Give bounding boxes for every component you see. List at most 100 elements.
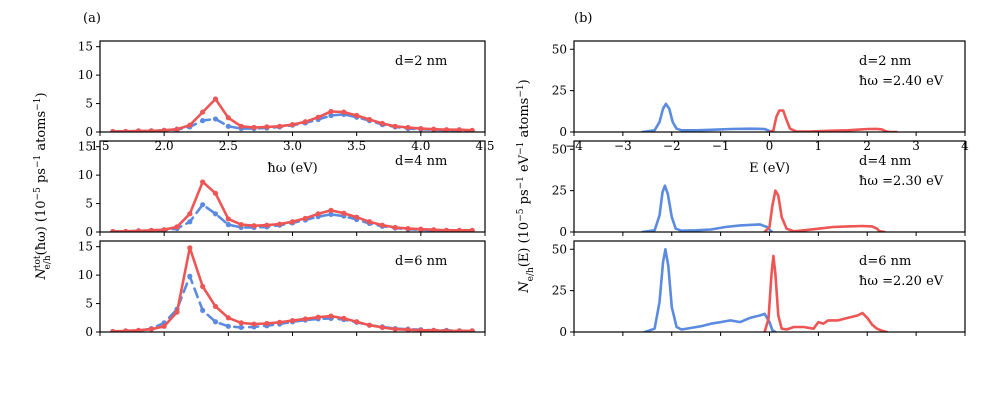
plot-area	[641, 184, 886, 232]
svg-text:Ntote/h(ħω) (10−5 ps−1 atoms−1: Ntote/h(ħω) (10−5 ps−1 atoms−1)	[33, 92, 53, 280]
electron-data-point	[379, 222, 385, 228]
electron-data-point	[302, 316, 308, 322]
electron-data-point	[379, 120, 385, 127]
y-tick-label: 25	[552, 84, 567, 98]
panel-label-a: (a)	[83, 11, 101, 26]
subplot-6: 0 25 50 d=6 nm ħω =2.20 eV	[552, 240, 966, 339]
axes-frame	[573, 40, 966, 133]
electron-data-point	[354, 319, 360, 325]
electron-data-point	[405, 327, 411, 332]
x-tick-label: 3	[912, 139, 920, 153]
left-y-axis-label: Ntote/h(ħω) (10−5 ps−1 atoms−1)	[33, 92, 53, 280]
panel-annotation: d=4 nm	[859, 154, 911, 169]
hole-data-point	[200, 307, 206, 313]
electron-data-point	[148, 326, 154, 332]
electron-data-point	[328, 313, 334, 319]
y-tick-label: 10	[78, 68, 93, 82]
x-tick-label: 1	[815, 139, 823, 153]
plot-area	[110, 179, 475, 232]
electron-data-point	[225, 115, 231, 121]
x-tick-label: 2.0	[155, 139, 174, 153]
electron-data-point	[302, 215, 308, 221]
electron-data-point	[148, 227, 154, 232]
y-tick-label: 0	[85, 125, 93, 139]
y-tick-label: 50	[552, 242, 567, 256]
electron-data-point	[161, 127, 167, 132]
y-tick-label: 25	[552, 184, 567, 198]
electron-data-point	[174, 309, 180, 315]
electron-data-point	[225, 216, 231, 222]
plot-area	[110, 96, 475, 132]
plot-area	[643, 248, 889, 332]
panel-annotation: ħω =2.20 eV	[859, 274, 944, 289]
electron-data-point	[469, 127, 475, 132]
y-tick-label: 5	[85, 197, 93, 211]
axes-frame	[99, 240, 486, 333]
electron-data-point	[251, 223, 257, 229]
subplot-2: 0 5 10 15 d=4 nm	[78, 140, 486, 239]
panel-annotation: d=2 nm	[859, 54, 911, 69]
electron-data-point	[469, 328, 475, 332]
electron-series-line	[763, 189, 886, 232]
hole-data-point	[328, 112, 334, 119]
y-tick-label: 5	[85, 297, 93, 311]
electron-data-point	[264, 124, 270, 130]
electron-data-point	[212, 96, 219, 102]
electron-data-point	[392, 123, 398, 129]
electron-data-point	[135, 128, 142, 132]
electron-data-point	[328, 207, 334, 213]
y-tick-label: 0	[85, 225, 93, 239]
hole-data-point	[225, 123, 231, 129]
electron-data-point	[174, 224, 180, 230]
axes-frame	[99, 140, 486, 233]
electron-data-point	[200, 283, 206, 290]
x-tick-label: −3	[614, 139, 632, 153]
electron-data-point	[341, 210, 347, 216]
hole-data-point	[238, 324, 244, 331]
electron-data-point	[174, 126, 180, 132]
electron-data-point	[431, 327, 437, 332]
electron-data-point	[277, 319, 283, 325]
x-axis-label: E (eV)	[749, 161, 790, 176]
subplot-5: 0 25 50 d=4 nm ħω =2.30 eV	[552, 140, 966, 239]
electron-data-point	[123, 228, 129, 232]
right-y-axis-label: Ne/h(E) (10−5 ps−1 eV−1 atoms−1)	[516, 79, 536, 293]
hole-data-point	[200, 202, 206, 208]
electron-data-point	[161, 227, 167, 232]
hole-data-point	[328, 211, 334, 217]
x-axis-label: ħω (eV)	[267, 161, 317, 176]
y-tick-label: 50	[552, 142, 567, 156]
electron-data-point	[354, 112, 360, 119]
panel-annotation: ħω =2.40 eV	[859, 74, 944, 89]
x-tick-label: −2	[663, 139, 681, 153]
hole-data-point	[225, 323, 231, 329]
electron-data-point	[366, 322, 373, 328]
electron-data-point	[212, 190, 219, 196]
electron-data-point	[366, 116, 373, 123]
electron-series-line	[768, 109, 898, 132]
hole-series-line	[641, 102, 775, 132]
electron-data-point	[418, 125, 424, 132]
electron-data-point	[443, 227, 450, 232]
electron-data-point	[456, 328, 462, 332]
electron-data-point	[392, 326, 398, 332]
electron-data-point	[110, 328, 116, 332]
y-tick-label: 0	[85, 325, 93, 339]
hole-data-point	[225, 222, 231, 228]
electron-data-point	[238, 320, 244, 326]
svg-text:Ne/h(E) (10−5 ps−1 eV−1 atoms−: Ne/h(E) (10−5 ps−1 eV−1 atoms−1)	[516, 79, 536, 293]
y-tick-label: 0	[559, 125, 567, 139]
panel-annotation: ħω =2.30 eV	[859, 174, 944, 189]
plot-area	[110, 245, 475, 332]
panel-annotation: d=4 nm	[395, 154, 447, 169]
electron-data-point	[443, 328, 450, 332]
electron-data-point	[456, 127, 462, 132]
electron-data-point	[315, 114, 321, 120]
electron-data-point	[277, 221, 283, 227]
electron-data-point	[456, 227, 462, 232]
electron-data-point	[187, 245, 193, 251]
electron-data-point	[302, 119, 308, 125]
panel-annotation: d=6 nm	[395, 254, 447, 269]
